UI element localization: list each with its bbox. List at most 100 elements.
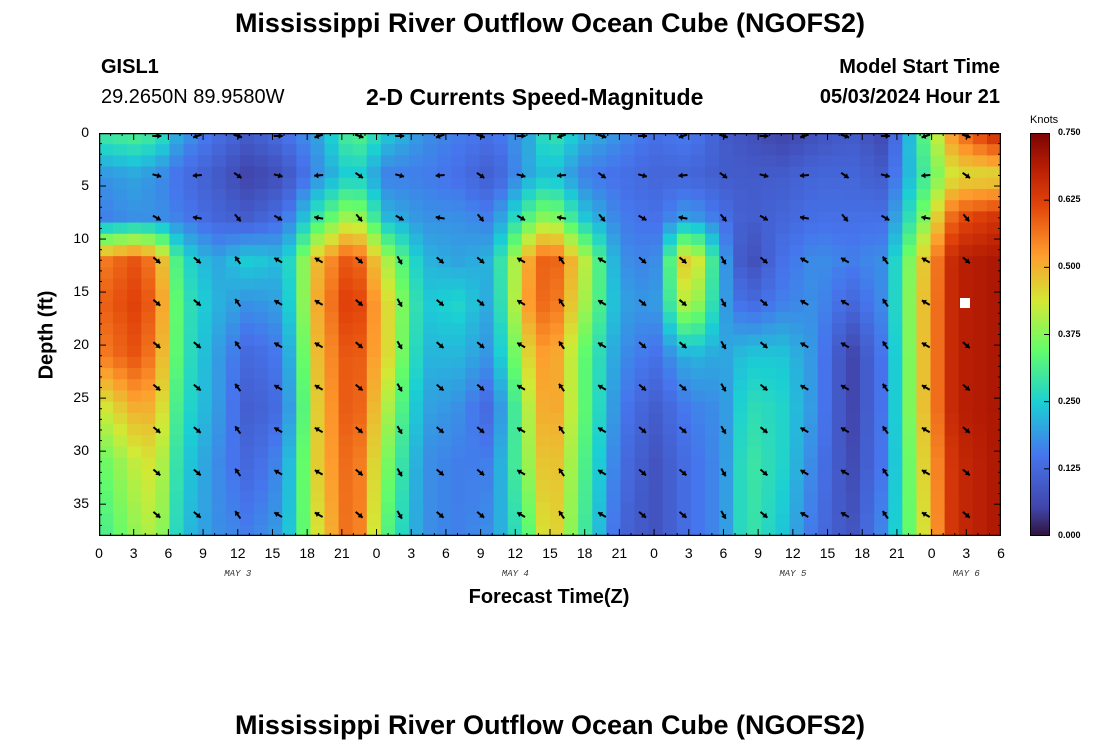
heatmap-cell: [394, 144, 410, 156]
heatmap-cell: [747, 267, 762, 280]
heatmap-cell: [113, 244, 128, 257]
x-tick-label: 9: [754, 545, 763, 561]
heatmap-cell: [239, 278, 255, 291]
heatmap-cell: [860, 200, 875, 212]
heatmap-cell: [352, 379, 368, 392]
heatmap-cell: [465, 379, 481, 392]
heatmap-cell: [930, 256, 946, 268]
heatmap-cell: [113, 300, 128, 313]
heatmap-cell: [944, 300, 960, 313]
heatmap-cell: [789, 312, 805, 324]
heatmap-cell: [930, 524, 946, 536]
heatmap-cell: [338, 424, 354, 436]
heatmap-cell: [578, 289, 593, 302]
heatmap-cell: [465, 244, 481, 257]
heatmap-cell: [310, 188, 326, 201]
heatmap-cell: [507, 390, 523, 403]
heatmap-cell: [521, 390, 537, 403]
heatmap-cell: [113, 256, 128, 268]
heatmap-cell: [958, 457, 974, 470]
heatmap-cell: [268, 502, 283, 515]
heatmap-cell: [99, 177, 114, 190]
heatmap-cell: [860, 289, 875, 302]
heatmap-cell: [761, 323, 777, 336]
heatmap-cell: [352, 524, 368, 536]
heatmap-cell: [479, 412, 495, 425]
heatmap-cell: [254, 244, 269, 257]
heatmap-cell: [592, 155, 607, 168]
heatmap-cell: [437, 312, 452, 324]
heatmap-cell: [282, 200, 297, 212]
heatmap-cell: [888, 300, 903, 313]
heatmap-cell: [930, 233, 946, 246]
heatmap-cell: [662, 379, 678, 392]
heatmap-cell: [113, 368, 128, 380]
heatmap-cell: [380, 524, 396, 536]
heatmap-cell: [409, 480, 424, 492]
heatmap-cell: [564, 345, 579, 358]
heatmap-cell: [761, 133, 777, 145]
heatmap-cell: [690, 244, 706, 257]
heatmap-cell: [705, 345, 720, 358]
heatmap-cell: [183, 166, 199, 179]
current-vector: [516, 469, 526, 476]
heatmap-cell: [817, 244, 833, 257]
current-vector: [597, 342, 607, 349]
heatmap-cell: [775, 334, 791, 347]
heatmap-cell: [310, 133, 326, 145]
heatmap-cell: [451, 480, 467, 492]
heatmap-cell: [465, 323, 481, 336]
heatmap-cell: [225, 390, 241, 403]
heatmap-cell: [944, 491, 960, 504]
heatmap-cell: [521, 524, 537, 536]
heatmap-cell: [479, 312, 495, 324]
heatmap-cell: [831, 491, 847, 504]
heatmap-cell: [845, 323, 861, 336]
heatmap-cell: [99, 312, 114, 324]
current-vector: [720, 468, 727, 477]
heatmap-cell: [550, 244, 565, 257]
heatmap-cell: [423, 334, 438, 347]
heatmap-cell: [719, 289, 734, 302]
heatmap-cell: [888, 133, 903, 145]
heatmap-cell: [324, 502, 340, 515]
heatmap-cell: [141, 412, 156, 425]
heatmap-cell: [888, 323, 903, 336]
heatmap-cell: [282, 513, 297, 526]
heatmap-cell: [860, 278, 875, 291]
heatmap-cell: [803, 144, 819, 156]
heatmap-cell: [282, 401, 297, 414]
heatmap-cell: [958, 323, 974, 336]
heatmap-cell: [930, 289, 946, 302]
heatmap-cell: [141, 256, 156, 268]
heatmap-cell: [352, 513, 368, 526]
heatmap-cell: [380, 200, 396, 212]
speed-heatmap: [99, 133, 1001, 536]
heatmap-cell: [986, 244, 1001, 257]
heatmap-cell: [211, 144, 227, 156]
heatmap-cell: [521, 412, 537, 425]
heatmap-cell: [338, 468, 354, 481]
current-vector: [436, 341, 445, 349]
heatmap-cell: [761, 312, 777, 324]
heatmap-cell: [944, 446, 960, 459]
heatmap-cell: [803, 222, 819, 235]
heatmap-cell: [662, 356, 678, 369]
heatmap-cell: [888, 244, 903, 257]
heatmap-cell: [592, 491, 607, 504]
heatmap-cell: [972, 480, 988, 492]
heatmap-cell: [211, 513, 227, 526]
heatmap-cell: [606, 401, 622, 414]
heatmap-cell: [550, 368, 565, 380]
heatmap-cell: [282, 491, 297, 504]
heatmap-cell: [394, 513, 410, 526]
heatmap-cell: [606, 468, 622, 481]
heatmap-cell: [254, 334, 269, 347]
heatmap-cell: [310, 144, 326, 156]
heatmap-cell: [239, 480, 255, 492]
heatmap-cell: [690, 155, 706, 168]
heatmap-cell: [676, 446, 692, 459]
current-vector: [436, 383, 445, 392]
heatmap-cell: [282, 424, 297, 436]
day-label: MAY 6: [952, 569, 980, 579]
